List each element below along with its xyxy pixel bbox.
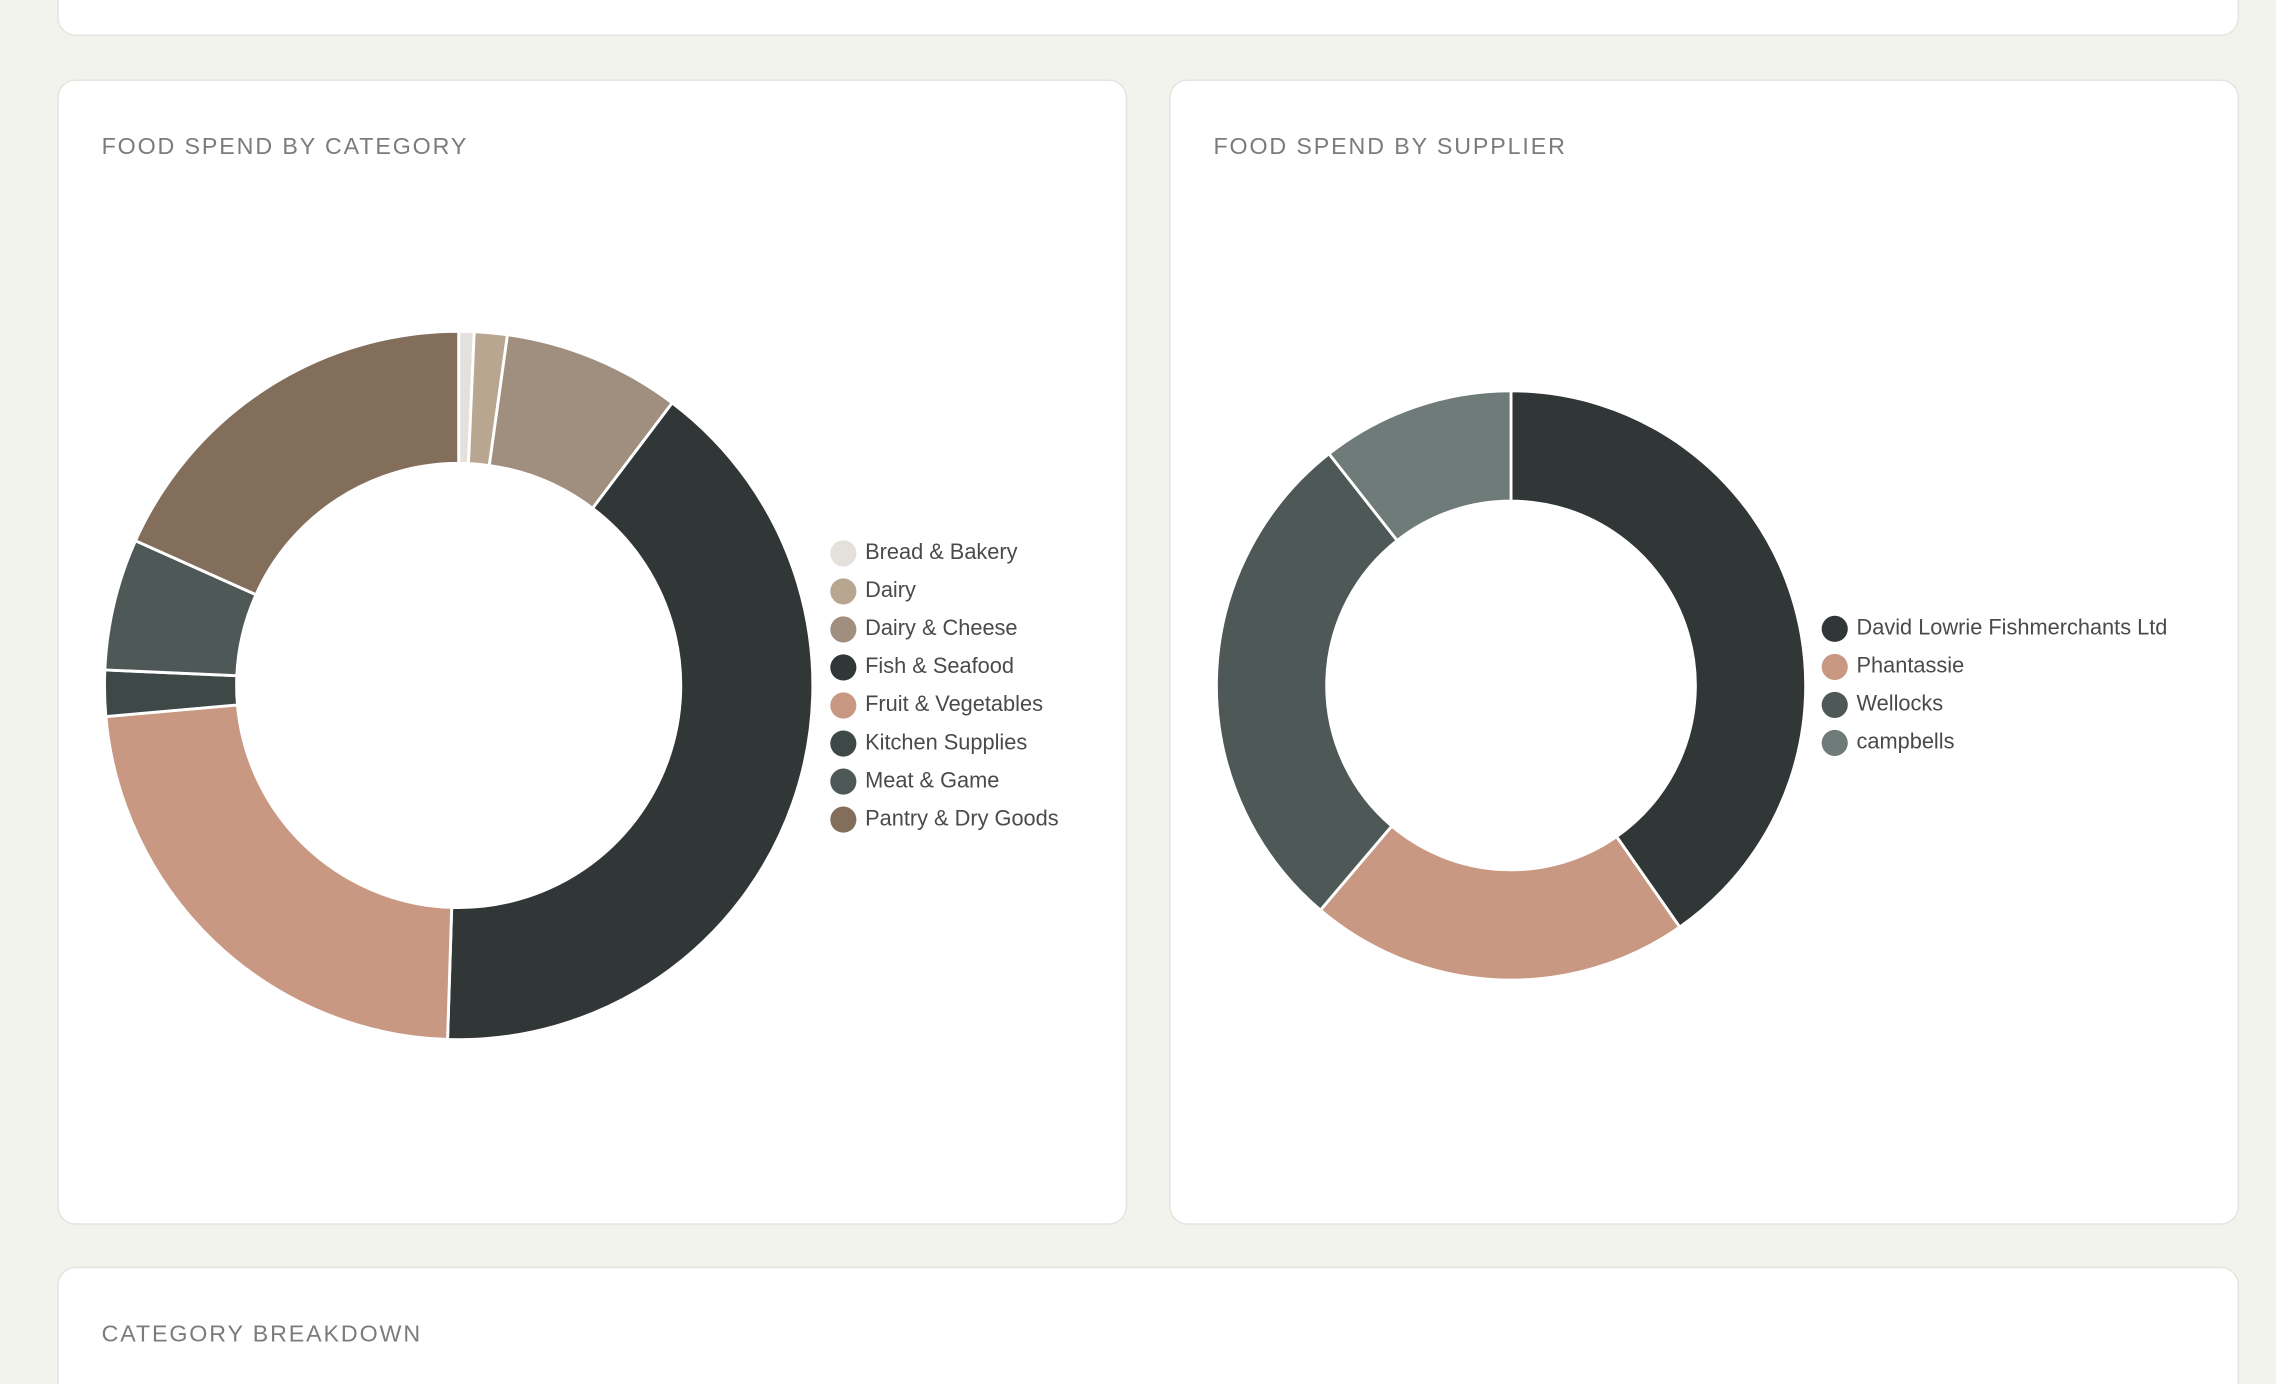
legend-swatch [830,806,857,833]
legend-label: Wellocks [1857,691,1944,716]
legend-swatch [830,578,857,605]
legend-swatch [1821,653,1848,680]
legend-label: Pantry & Dry Goods [865,805,1059,830]
donut-segment [1214,451,1400,913]
donut-segment [1509,389,1808,930]
legend-label: Meat & Game [865,767,999,792]
breakdown-card [57,1266,2239,1384]
donut-segment [446,400,815,1042]
legend-swatch [1821,615,1848,642]
legend-swatch [1821,691,1848,718]
donut-segment [1326,389,1513,543]
legend-swatch [830,540,857,567]
legend-label: campbells [1857,729,1955,754]
legend-label: Fish & Seafood [865,653,1014,678]
legend-label: Phantassie [1857,653,1965,678]
top-card [57,0,2239,36]
legend-swatch [1821,729,1848,757]
legend-swatch [830,730,857,757]
legend-swatch [830,654,857,681]
donut-segment [1318,823,1682,982]
legend-swatch [830,768,857,795]
legend-swatch [830,616,857,643]
legend-label: Fruit & Vegetables [865,691,1043,716]
legend-label: Dairy [865,577,916,602]
legend-label: Kitchen Supplies [865,729,1027,754]
legend-label: Bread & Bakery [865,539,1018,564]
legend-label: Dairy & Cheese [865,615,1017,640]
donut-segment [133,329,461,597]
legend-label: David Lowrie Fishmerchants Ltd [1857,615,2168,640]
donut-segment [104,703,454,1041]
chart-title: FOOD SPEND BY CATEGORY [102,133,469,159]
section-title: CATEGORY BREAKDOWN [102,1321,422,1347]
chart-title: FOOD SPEND BY SUPPLIER [1213,133,1566,159]
legend-swatch [830,692,857,719]
